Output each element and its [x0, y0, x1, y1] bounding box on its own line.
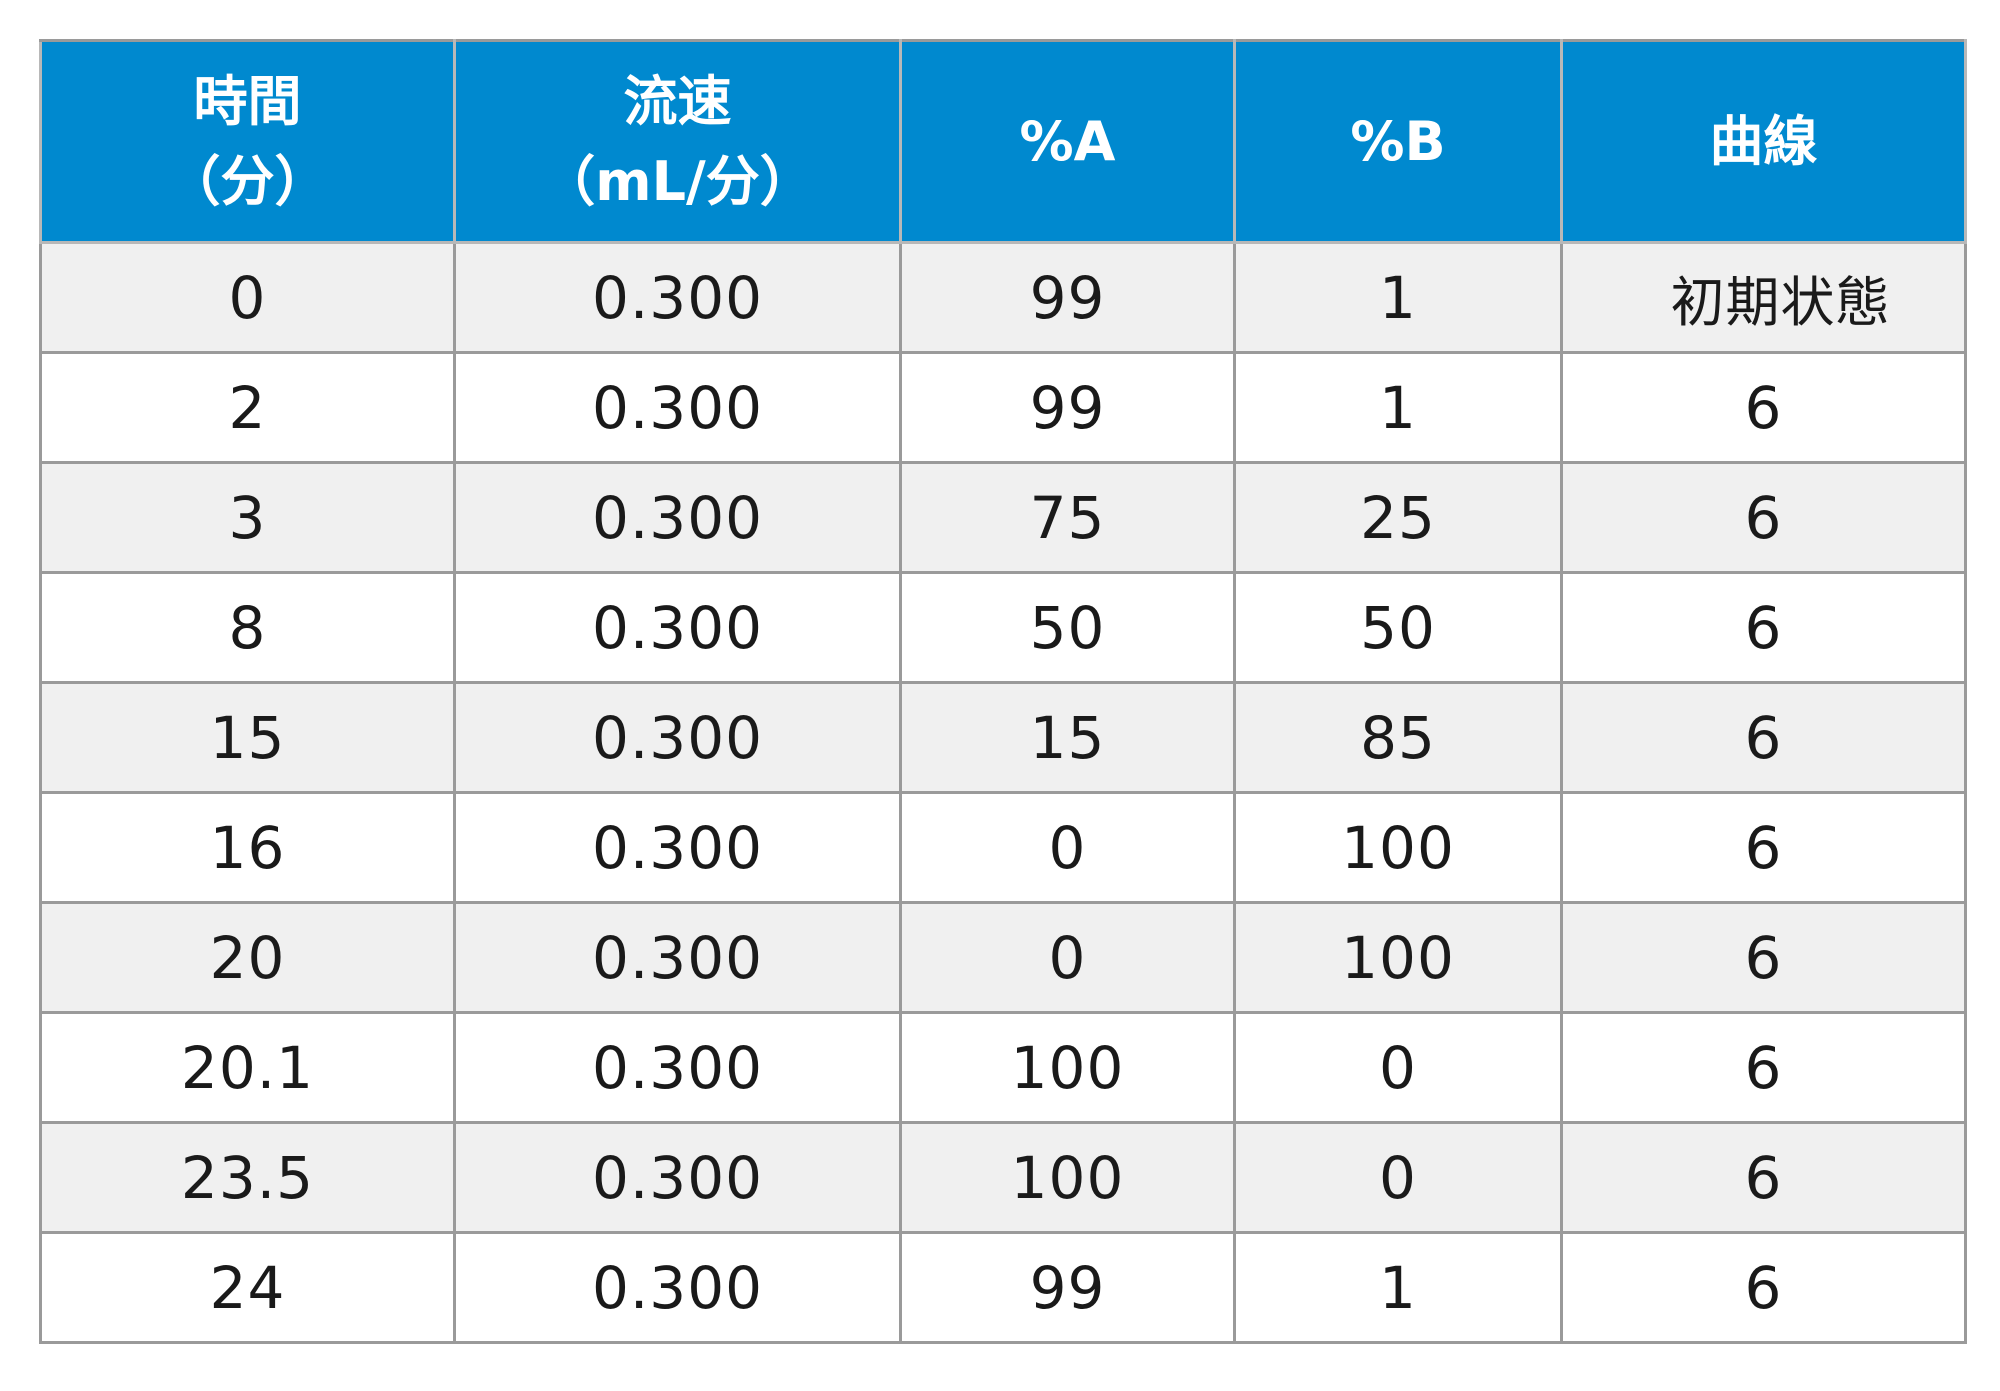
cell-percent-a: 0 [899, 901, 1236, 1014]
cell-curve: 6 [1560, 461, 1967, 574]
cell-percent-a: 75 [899, 461, 1236, 574]
cell-time: 2 [39, 351, 456, 464]
table-row: 8 0.300 50 50 6 [39, 571, 1967, 684]
cell-flow: 0.300 [453, 1011, 902, 1124]
table-header: 時間 （分） 流速 （mL/分） %A %B 曲線 [39, 39, 1967, 244]
cell-curve: 6 [1560, 681, 1967, 794]
cell-percent-b: 25 [1233, 461, 1563, 574]
table-row: 24 0.300 99 1 6 [39, 1231, 1967, 1344]
cell-time: 15 [39, 681, 456, 794]
header-time: 時間 （分） [39, 39, 456, 244]
cell-flow: 0.300 [453, 571, 902, 684]
cell-time: 20 [39, 901, 456, 1014]
header-flow-label: 流速 [623, 69, 732, 133]
table-row: 16 0.300 0 100 6 [39, 791, 1967, 904]
table-body: 0 0.300 99 1 初期状態 2 0.300 99 1 6 3 0.300… [39, 241, 1967, 1344]
table-row: 2 0.300 99 1 6 [39, 351, 1967, 464]
cell-flow: 0.300 [453, 791, 902, 904]
cell-flow: 0.300 [453, 351, 902, 464]
cell-percent-b: 1 [1233, 351, 1563, 464]
header-percent-a: %A [899, 39, 1236, 244]
cell-flow: 0.300 [453, 1231, 902, 1344]
cell-percent-b: 85 [1233, 681, 1563, 794]
header-percent-b-label: %B [1350, 109, 1446, 173]
cell-time: 24 [39, 1231, 456, 1344]
cell-time: 23.5 [39, 1121, 456, 1234]
cell-percent-a: 0 [899, 791, 1236, 904]
cell-curve: 6 [1560, 571, 1967, 684]
header-time-label: 時間 [193, 69, 302, 133]
cell-percent-b: 1 [1233, 1231, 1563, 1344]
cell-curve: 6 [1560, 1231, 1967, 1344]
gradient-table: 時間 （分） 流速 （mL/分） %A %B 曲線 0 [39, 39, 1967, 1344]
cell-flow: 0.300 [453, 1121, 902, 1234]
cell-curve: 6 [1560, 791, 1967, 904]
cell-curve: 6 [1560, 1011, 1967, 1124]
cell-percent-b: 0 [1233, 1011, 1563, 1124]
cell-percent-a: 15 [899, 681, 1236, 794]
cell-flow: 0.300 [453, 681, 902, 794]
cell-flow: 0.300 [453, 461, 902, 574]
header-percent-a-label: %A [1019, 109, 1116, 173]
cell-percent-a: 99 [899, 1231, 1236, 1344]
table-row: 3 0.300 75 25 6 [39, 461, 1967, 574]
cell-time: 20.1 [39, 1011, 456, 1124]
header-flow-unit: （mL/分） [541, 149, 814, 213]
cell-flow: 0.300 [453, 901, 902, 1014]
header-flow: 流速 （mL/分） [453, 39, 902, 244]
cell-percent-a: 99 [899, 351, 1236, 464]
cell-flow: 0.300 [453, 241, 902, 354]
cell-percent-a: 100 [899, 1011, 1236, 1124]
cell-curve: 6 [1560, 1121, 1967, 1234]
cell-percent-b: 100 [1233, 791, 1563, 904]
cell-curve: 初期状態 [1560, 241, 1967, 354]
table-row: 20 0.300 0 100 6 [39, 901, 1967, 1014]
header-curve: 曲線 [1560, 39, 1967, 244]
cell-percent-a: 100 [899, 1121, 1236, 1234]
header-time-unit: （分） [166, 149, 329, 213]
table-row: 0 0.300 99 1 初期状態 [39, 241, 1967, 354]
cell-time: 3 [39, 461, 456, 574]
cell-time: 16 [39, 791, 456, 904]
table-row: 15 0.300 15 85 6 [39, 681, 1967, 794]
header-curve-label: 曲線 [1709, 109, 1818, 173]
cell-percent-b: 100 [1233, 901, 1563, 1014]
cell-percent-a: 50 [899, 571, 1236, 684]
gradient-table-container: 時間 （分） 流速 （mL/分） %A %B 曲線 0 [39, 39, 1967, 1344]
cell-curve: 6 [1560, 901, 1967, 1014]
header-percent-b: %B [1233, 39, 1563, 244]
cell-percent-b: 50 [1233, 571, 1563, 684]
header-row: 時間 （分） 流速 （mL/分） %A %B 曲線 [39, 39, 1967, 244]
cell-time: 8 [39, 571, 456, 684]
table-row: 20.1 0.300 100 0 6 [39, 1011, 1967, 1124]
cell-time: 0 [39, 241, 456, 354]
cell-percent-b: 1 [1233, 241, 1563, 354]
cell-percent-b: 0 [1233, 1121, 1563, 1234]
cell-curve: 6 [1560, 351, 1967, 464]
cell-percent-a: 99 [899, 241, 1236, 354]
table-row: 23.5 0.300 100 0 6 [39, 1121, 1967, 1234]
